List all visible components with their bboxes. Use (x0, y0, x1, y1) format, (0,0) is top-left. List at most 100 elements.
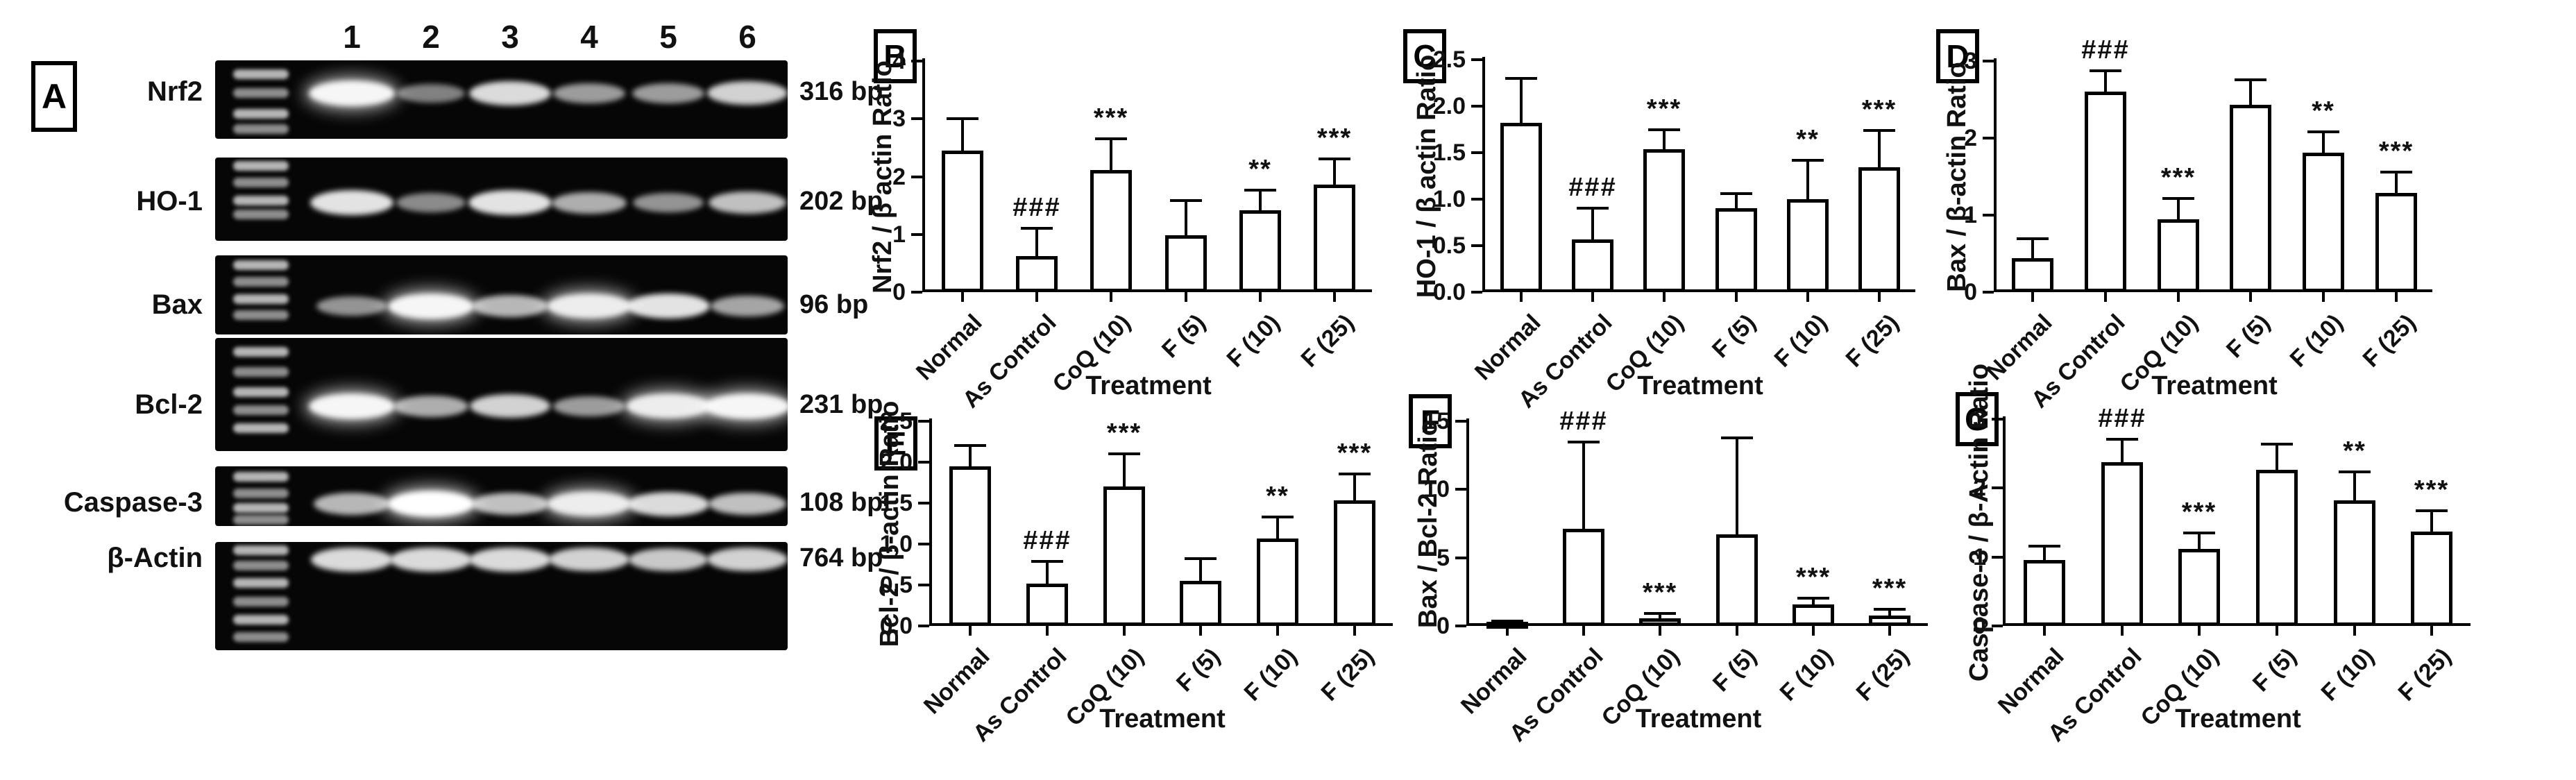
data-bar (1103, 486, 1145, 626)
error-bar-line (2043, 546, 2046, 560)
gel-band (390, 547, 472, 572)
chart-x-axis-title: Treatment (1085, 371, 1212, 400)
y-tick-label: 0 (1964, 279, 1977, 305)
y-tick-mark (918, 461, 929, 464)
gel-band (711, 296, 784, 316)
error-bar-cap (1170, 199, 1202, 202)
data-bar (1257, 539, 1298, 626)
ladder-band (233, 561, 289, 570)
data-bar (2230, 105, 2271, 292)
gel-row-bp-size: 316 bp (799, 77, 883, 107)
error-bar-cap (1577, 207, 1609, 210)
x-tick-mark (1878, 292, 1881, 302)
x-tick-mark (969, 626, 972, 636)
x-tick-mark (1736, 626, 1738, 636)
y-tick-mark (1455, 420, 1466, 423)
x-tick-mark (1035, 292, 1038, 302)
y-tick-mark (918, 502, 929, 505)
data-bar (1716, 534, 1758, 626)
error-bar-line (1582, 442, 1585, 529)
gel-band (553, 83, 625, 103)
error-bar-cap (2416, 509, 2448, 512)
gel-lane-number: 6 (738, 19, 756, 55)
error-bar-line (2177, 198, 2180, 219)
gel-band (309, 393, 395, 419)
error-bar-line (1806, 160, 1809, 199)
error-bar-line (2322, 132, 2325, 153)
y-tick-mark (1983, 214, 1994, 217)
gel-band (707, 81, 788, 105)
panel-a-label: A (31, 61, 77, 132)
gel-row-name: Caspase-3 (63, 487, 203, 518)
gel-band (469, 80, 551, 105)
gel-band (314, 493, 390, 515)
y-tick-mark (1455, 557, 1466, 559)
y-tick-mark (1455, 625, 1466, 627)
error-bar-line (1888, 609, 1891, 616)
panel-f-label: F (1409, 394, 1452, 448)
gel-band (309, 80, 395, 106)
data-bar (1858, 167, 1900, 292)
y-tick-mark (911, 291, 922, 294)
error-bar-cap (1108, 452, 1140, 455)
significance-annotation: ** (1266, 482, 1289, 511)
chart-y-axis-title: Bcl-2 / β-actin Ratio (875, 400, 904, 647)
significance-annotation: *** (1872, 574, 1908, 603)
data-bar (1165, 235, 1207, 292)
gel-band (547, 294, 632, 319)
y-tick-label: 0.5 (1432, 232, 1466, 259)
error-bar-cap (1319, 158, 1350, 160)
x-axis-line (2003, 623, 2471, 626)
y-tick-mark (1992, 486, 2003, 489)
ladder-band (233, 405, 289, 415)
x-tick-mark (1259, 292, 1262, 302)
y-tick-mark (911, 60, 922, 62)
error-bar-line (2353, 472, 2356, 500)
significance-annotation: *** (1337, 439, 1373, 468)
chart-x-axis-title: Treatment (1635, 704, 1762, 734)
gel-strip-bcl-2 (215, 338, 788, 451)
x-tick-mark (2031, 292, 2034, 302)
error-bar-line (1259, 190, 1262, 210)
y-tick-label: 1 (1973, 544, 1986, 570)
error-bar-cap (1863, 129, 1895, 132)
x-tick-mark (1735, 292, 1738, 302)
error-bar-line (1878, 130, 1881, 167)
gel-strip-bax (215, 255, 788, 334)
y-tick-label: 1.5 (1432, 139, 1466, 166)
y-tick-mark (1992, 418, 2003, 421)
x-tick-mark (1110, 292, 1112, 302)
error-bar-line (1035, 228, 1038, 256)
error-bar-cap (1644, 612, 1676, 615)
x-tick-mark (961, 292, 964, 302)
y-tick-label: 1.5 (879, 490, 913, 516)
error-bar-cap (2106, 438, 2138, 441)
chart-x-axis-title: Treatment (1637, 371, 1763, 400)
significance-annotation: *** (1795, 563, 1831, 592)
gel-band (704, 393, 788, 419)
error-bar-line (1735, 194, 1738, 208)
y-tick-mark (1983, 60, 1994, 62)
error-bar-cap (2090, 69, 2121, 72)
significance-annotation: ** (2343, 436, 2366, 466)
x-tick-mark (2276, 626, 2278, 636)
y-tick-label: 1 (892, 221, 906, 248)
ladder-band (233, 124, 289, 134)
x-tick-mark (1123, 626, 1126, 636)
y-tick-label: 3 (892, 105, 906, 132)
gel-strip---actin (215, 542, 788, 650)
gel-band (709, 192, 786, 214)
data-bar (1639, 618, 1681, 626)
y-tick-label: 2.5 (879, 408, 913, 434)
ladder-band (233, 178, 289, 187)
x-tick-mark (1199, 626, 1202, 636)
panel-d-label: D (1936, 29, 1979, 83)
error-bar-cap (2162, 197, 2194, 200)
ladder-band (233, 615, 289, 625)
y-tick-mark (1471, 244, 1482, 247)
x-tick-mark (2395, 292, 2398, 302)
significance-annotation: *** (1861, 95, 1897, 124)
y-tick-mark (918, 543, 929, 545)
panel-c-label: C (1403, 29, 1446, 83)
data-bar (1572, 239, 1613, 292)
